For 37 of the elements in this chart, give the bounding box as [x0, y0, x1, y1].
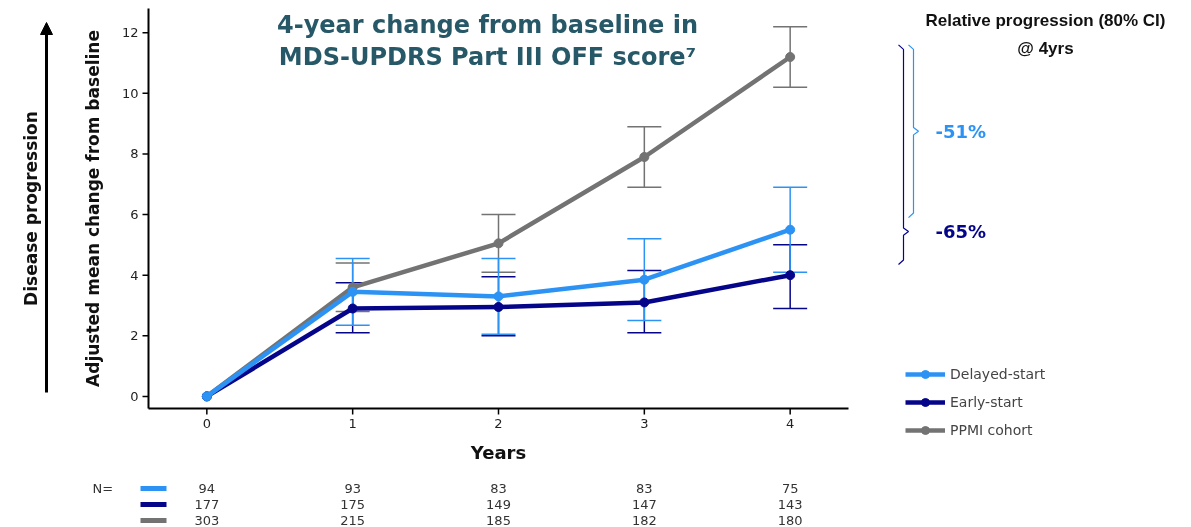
- point: [785, 51, 796, 62]
- y-tick-label: 0: [130, 388, 139, 404]
- x-tick-label: 3: [640, 416, 649, 431]
- text: 94 93 83 83 75: [198, 481, 799, 496]
- y-tick-label: 2: [130, 328, 139, 344]
- y-axis-title: Adjusted mean change from baseline: [82, 30, 103, 387]
- point: [639, 297, 650, 308]
- x-tick-label: 0: [202, 416, 211, 431]
- point: [347, 286, 358, 297]
- y-tick-label: 6: [130, 207, 139, 223]
- x-tick-label: 2: [494, 416, 503, 431]
- legend-label: PPMI cohort: [950, 422, 1033, 438]
- text: 303 215 185 182 180: [194, 513, 803, 527]
- legend-label: Early-start: [950, 394, 1023, 410]
- x-axis-title: Years: [469, 442, 527, 463]
- legend-label: Delayed-start: [950, 366, 1046, 382]
- text: Relative progression (80% CI) @ 4yrs: [925, 11, 1166, 58]
- text: -51%: [935, 120, 987, 142]
- point: [347, 303, 358, 314]
- point: [785, 270, 796, 281]
- point: [493, 291, 504, 302]
- y-tick-label: 10: [121, 85, 139, 101]
- point: [493, 301, 504, 312]
- point: [785, 224, 796, 235]
- y-tick-label: 4: [130, 267, 139, 283]
- point: [493, 238, 504, 249]
- text: -65%: [935, 221, 987, 243]
- point: [639, 274, 650, 285]
- y-tick-label: 8: [130, 146, 139, 162]
- x-tick-label: 1: [348, 416, 357, 431]
- point: [639, 151, 650, 162]
- text: 4-year change from baseline in MDS-UPDRS Part III OFF score⁷: [277, 10, 698, 71]
- text: N=: [92, 481, 114, 496]
- text: Disease progression: [20, 111, 41, 306]
- text: 177 175 149 147 143: [194, 497, 803, 512]
- y-tick-label: 12: [121, 25, 139, 41]
- x-tick-label: 4: [786, 416, 795, 431]
